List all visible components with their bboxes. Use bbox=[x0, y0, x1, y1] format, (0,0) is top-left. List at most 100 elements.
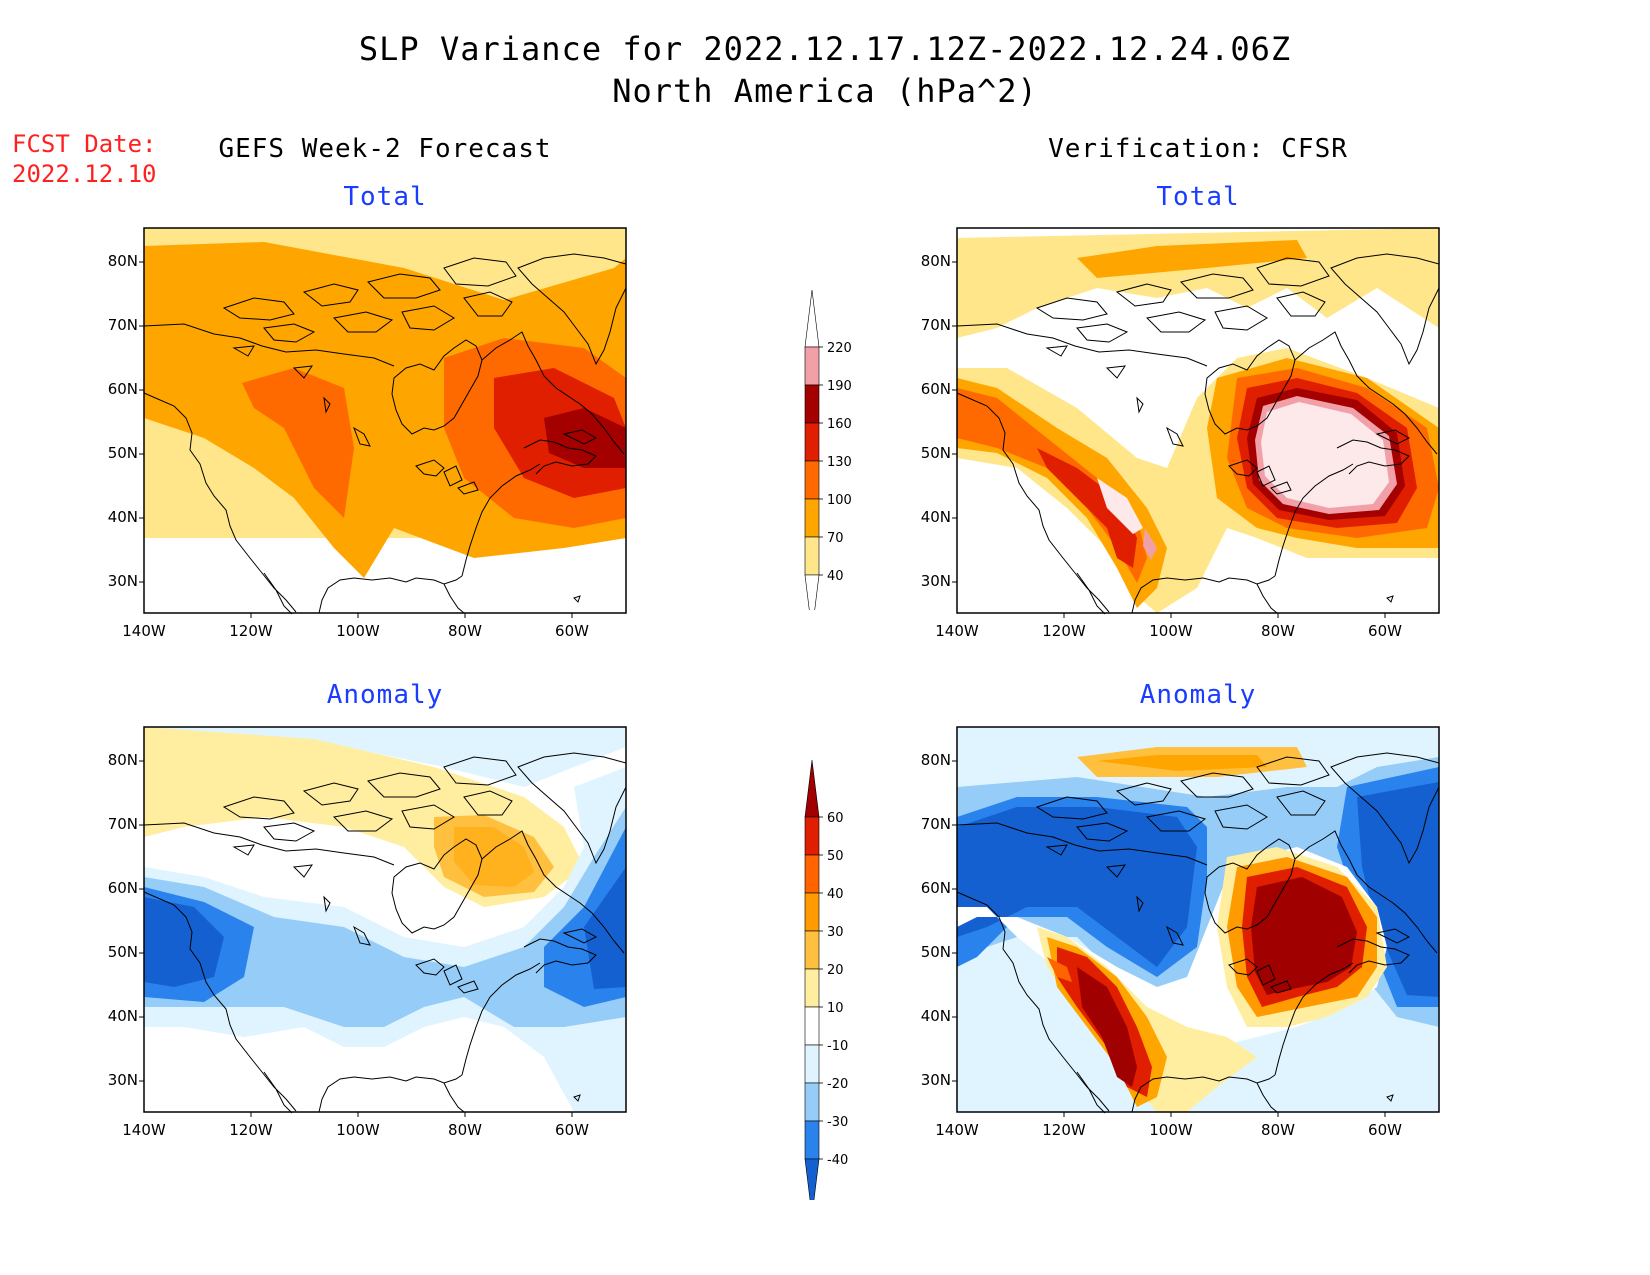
shade-130-160-west bbox=[1037, 448, 1137, 568]
shade-30-40-north bbox=[1097, 755, 1267, 771]
lat-label-70n: 70N bbox=[108, 815, 138, 833]
total-colorbar-label: 100 bbox=[827, 493, 852, 508]
shade-40-50-west bbox=[1047, 957, 1072, 982]
anomaly-colorbar-label: 50 bbox=[827, 849, 844, 864]
lat-label-70n: 70N bbox=[921, 316, 951, 334]
lon-label-120w: 120W bbox=[229, 622, 273, 640]
main-title: SLP Variance for 2022.12.17.12Z-2022.12.… bbox=[358, 30, 1292, 68]
anomaly-colorbar-box bbox=[804, 930, 820, 970]
anomaly-colorbar-label: -40 bbox=[827, 1153, 848, 1168]
lat-label-50n: 50N bbox=[921, 444, 951, 462]
lat-label-80n: 80N bbox=[108, 751, 138, 769]
verification-total-map: 80N 70N 60N 50N 40N 30N 140W 120W 100W 8… bbox=[921, 227, 1440, 640]
anomaly-colorbar-box bbox=[804, 892, 820, 932]
total-colorbar-label: 160 bbox=[827, 417, 852, 432]
map-frame bbox=[143, 726, 627, 1113]
forecast-anomaly-title: Anomaly bbox=[326, 680, 444, 710]
forecast-total-map: 80N 70N 60N 50N 40N 30N 140W 120W 100W 8… bbox=[108, 227, 627, 640]
shade-above-220-east bbox=[1261, 402, 1389, 508]
shade-above-60-east bbox=[1251, 877, 1357, 995]
total-colorbar: 40 70 100 130 160 190 220 bbox=[804, 289, 852, 610]
total-colorbar-top-arrow bbox=[804, 289, 820, 348]
lat-label-70n: 70N bbox=[921, 815, 951, 833]
anomaly-colorbar-label: 30 bbox=[827, 925, 844, 940]
verification-anomaly-title: Anomaly bbox=[1139, 680, 1257, 710]
total-colorbar-label: 220 bbox=[827, 341, 852, 356]
anomaly-colorbar-box bbox=[804, 1006, 820, 1046]
total-colorbar-label: 70 bbox=[827, 531, 844, 546]
lat-label-30n: 30N bbox=[108, 1071, 138, 1089]
total-colorbar-box bbox=[804, 384, 820, 424]
anomaly-colorbar-box bbox=[804, 1082, 820, 1122]
shade-100-130-west bbox=[242, 368, 354, 518]
total-colorbar-bottom-arrow bbox=[804, 574, 820, 610]
lat-label-50n: 50N bbox=[108, 943, 138, 961]
shade-neg30-neg20 bbox=[144, 807, 626, 1027]
lon-label-140w: 140W bbox=[122, 1121, 166, 1139]
lon-label-100w: 100W bbox=[336, 622, 380, 640]
lat-label-40n: 40N bbox=[921, 1007, 951, 1025]
total-colorbar-box bbox=[804, 346, 820, 386]
anomaly-colorbar: -40 -30 -20 -10 10 20 30 40 50 60 bbox=[804, 759, 848, 1200]
lon-label-120w: 120W bbox=[1042, 622, 1086, 640]
forecast-column-heading: GEFS Week-2 Forecast bbox=[218, 134, 552, 164]
anomaly-colorbar-label: -30 bbox=[827, 1115, 848, 1130]
lat-label-40n: 40N bbox=[108, 1007, 138, 1025]
shade-160-190 bbox=[544, 408, 626, 468]
lat-label-40n: 40N bbox=[921, 508, 951, 526]
total-colorbar-label: 130 bbox=[827, 455, 852, 470]
total-colorbar-label: 40 bbox=[827, 569, 844, 584]
shade-above-60-west bbox=[1077, 967, 1137, 1087]
total-colorbar-label: 190 bbox=[827, 379, 852, 394]
fcst-date-label: FCST Date: bbox=[12, 130, 157, 158]
map-frame bbox=[956, 726, 1440, 1113]
lat-label-60n: 60N bbox=[108, 879, 138, 897]
anomaly-colorbar-label: -20 bbox=[827, 1077, 848, 1092]
forecast-total-title: Total bbox=[343, 182, 427, 212]
lon-label-80w: 80W bbox=[448, 1121, 482, 1139]
lat-label-40n: 40N bbox=[108, 508, 138, 526]
anomaly-colorbar-box bbox=[804, 1044, 820, 1084]
lat-label-30n: 30N bbox=[921, 1071, 951, 1089]
shade-neg10-0-north bbox=[144, 727, 626, 787]
shade-70-100-north bbox=[1077, 240, 1307, 278]
lon-label-60w: 60W bbox=[555, 622, 589, 640]
lon-label-120w: 120W bbox=[229, 1121, 273, 1139]
total-colorbar-box bbox=[804, 536, 820, 576]
anomaly-colorbar-top-arrow bbox=[804, 759, 820, 818]
lon-label-100w: 100W bbox=[1149, 1121, 1193, 1139]
verification-anomaly-map: 80N 70N 60N 50N 40N 30N 140W 120W 100W 8… bbox=[921, 726, 1440, 1139]
shade-below-neg40-west bbox=[957, 807, 1197, 967]
shade-below-neg40-west bbox=[144, 897, 224, 987]
anomaly-colorbar-box bbox=[804, 816, 820, 856]
lat-label-60n: 60N bbox=[921, 380, 951, 398]
lon-label-100w: 100W bbox=[336, 1121, 380, 1139]
map-frame bbox=[143, 227, 627, 614]
lat-label-30n: 30N bbox=[921, 572, 951, 590]
forecast-anomaly-map: 80N 70N 60N 50N 40N 30N 140W 120W 100W 8… bbox=[108, 726, 627, 1139]
lon-label-60w: 60W bbox=[555, 1121, 589, 1139]
lon-label-60w: 60W bbox=[1368, 1121, 1402, 1139]
lon-label-140w: 140W bbox=[935, 1121, 979, 1139]
lat-label-80n: 80N bbox=[108, 252, 138, 270]
anomaly-colorbar-label: 20 bbox=[827, 963, 844, 978]
shade-above-220-west-b bbox=[1143, 528, 1157, 560]
shade-30-40 bbox=[454, 827, 534, 887]
lat-label-30n: 30N bbox=[108, 572, 138, 590]
lon-label-100w: 100W bbox=[1149, 622, 1193, 640]
fcst-date-value: 2022.12.10 bbox=[12, 160, 157, 188]
lon-label-140w: 140W bbox=[935, 622, 979, 640]
lat-label-80n: 80N bbox=[921, 252, 951, 270]
anomaly-colorbar-label: 40 bbox=[827, 887, 844, 902]
total-colorbar-box bbox=[804, 460, 820, 500]
anomaly-colorbar-bottom-arrow bbox=[804, 1158, 820, 1200]
lat-label-60n: 60N bbox=[921, 879, 951, 897]
anomaly-colorbar-label: -10 bbox=[827, 1039, 848, 1054]
lat-label-80n: 80N bbox=[921, 751, 951, 769]
lat-label-50n: 50N bbox=[108, 444, 138, 462]
anomaly-colorbar-label: 10 bbox=[827, 1001, 844, 1016]
anomaly-colorbar-box bbox=[804, 968, 820, 1008]
shade-neg20-neg10 bbox=[144, 767, 626, 1112]
anomaly-colorbar-box bbox=[804, 1120, 820, 1160]
shade-below-neg40-east bbox=[1357, 782, 1439, 997]
